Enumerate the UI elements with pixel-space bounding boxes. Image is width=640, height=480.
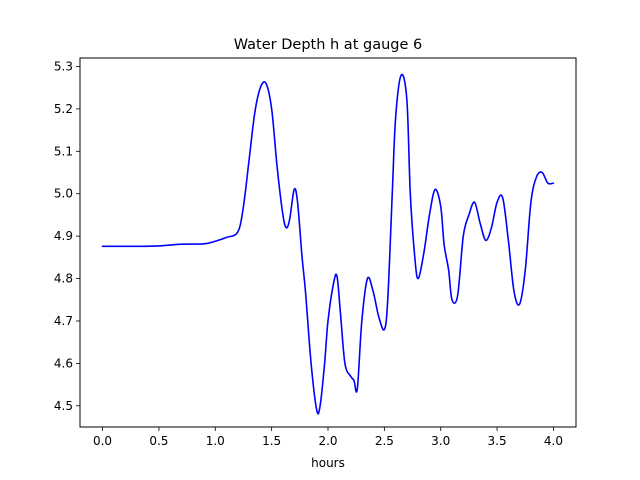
y-tick-label: 4.6: [54, 356, 73, 370]
x-tick-label: 0.0: [93, 434, 112, 448]
y-tick-label: 5.0: [54, 187, 73, 201]
x-tick-label: 3.0: [431, 434, 450, 448]
chart-title: Water Depth h at gauge 6: [234, 37, 422, 53]
y-tick-label: 4.7: [54, 314, 73, 328]
y-tick-label: 4.5: [54, 399, 73, 413]
series-line-0: [101, 73, 555, 415]
x-axis-label: hours: [311, 456, 345, 470]
series-layer: [101, 73, 555, 415]
y-tick-label: 4.8: [54, 272, 73, 286]
y-tick-label: 5.1: [54, 144, 73, 158]
x-tick-label: 1.0: [206, 434, 225, 448]
y-axis: 4.5 4.6 4.7 4.8 4.9 5.0 5.1 5.2 5.3: [54, 59, 80, 413]
x-tick-label: 0.5: [149, 434, 168, 448]
y-tick-label: 5.3: [54, 59, 73, 73]
x-tick-label: 1.5: [262, 434, 281, 448]
plot-area: [80, 58, 576, 427]
x-tick-label: 4.0: [544, 434, 563, 448]
x-axis: 0.0 0.5 1.0 1.5 2.0 2.5 3.0 3.5 4.0: [93, 427, 563, 448]
x-tick-label: 2.5: [375, 434, 394, 448]
y-tick-label: 5.2: [54, 102, 73, 116]
x-tick-label: 3.5: [488, 434, 507, 448]
y-tick-label: 4.9: [54, 229, 73, 243]
x-tick-label: 2.0: [318, 434, 337, 448]
